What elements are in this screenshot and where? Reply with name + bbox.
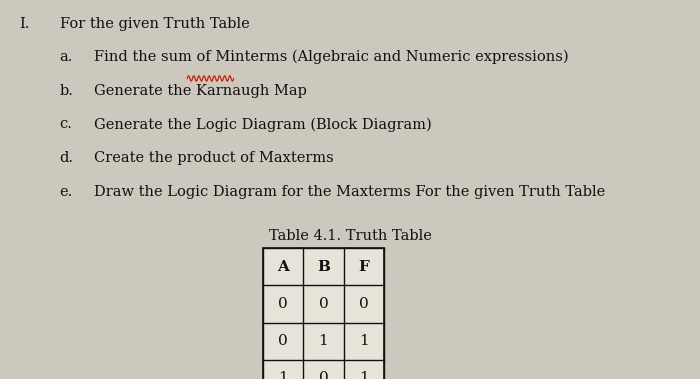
Text: Table 4.1. Truth Table: Table 4.1. Truth Table — [269, 229, 431, 243]
Text: Create the product of Maxterms: Create the product of Maxterms — [94, 151, 335, 165]
Text: For the given Truth Table: For the given Truth Table — [60, 17, 249, 31]
Bar — [262, 248, 384, 379]
Text: 0: 0 — [278, 297, 288, 311]
Text: 0: 0 — [278, 334, 288, 348]
Text: c.: c. — [60, 117, 72, 132]
Text: 0: 0 — [318, 297, 328, 311]
Text: Generate the Karnaugh Map: Generate the Karnaugh Map — [94, 84, 307, 98]
Text: 1: 1 — [359, 371, 369, 379]
Text: b.: b. — [60, 84, 74, 98]
Text: a.: a. — [60, 50, 73, 64]
Text: B: B — [317, 260, 330, 274]
Text: F: F — [358, 260, 370, 274]
Text: e.: e. — [60, 185, 73, 199]
Text: 1: 1 — [359, 334, 369, 348]
Text: Generate the Logic Diagram (Block Diagram): Generate the Logic Diagram (Block Diagra… — [94, 117, 433, 132]
Text: 0: 0 — [359, 297, 369, 311]
Text: I.: I. — [19, 17, 29, 31]
Text: A: A — [277, 260, 288, 274]
Text: 1: 1 — [318, 334, 328, 348]
Text: d.: d. — [60, 151, 74, 165]
Text: 1: 1 — [278, 371, 288, 379]
Text: Find the sum of Minterms (Algebraic and Numeric expressions): Find the sum of Minterms (Algebraic and … — [94, 50, 569, 64]
Text: Draw the Logic Diagram for the Maxterms For the given Truth Table: Draw the Logic Diagram for the Maxterms … — [94, 185, 606, 199]
Text: 0: 0 — [318, 371, 328, 379]
